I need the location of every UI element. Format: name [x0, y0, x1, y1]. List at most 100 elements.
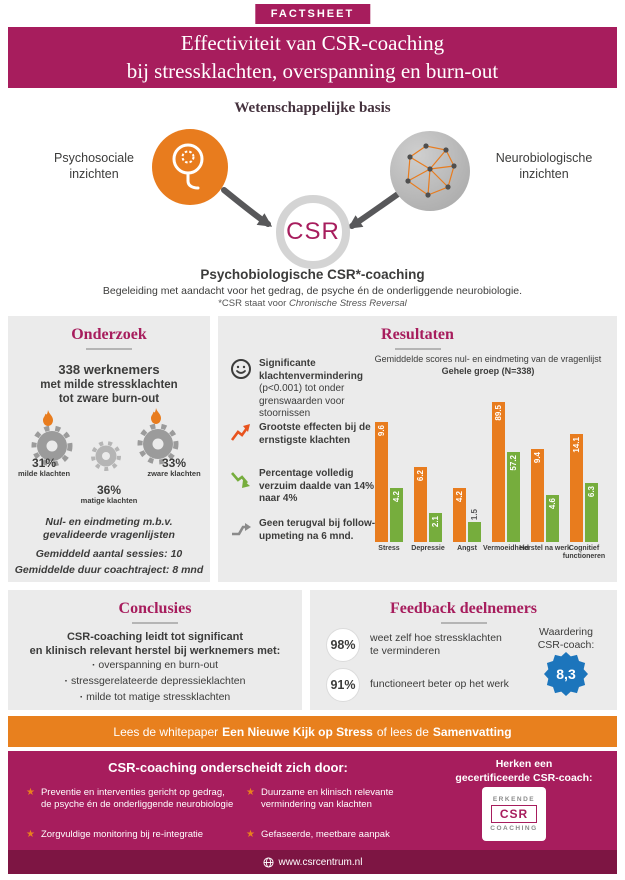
csr-circle: CSR	[276, 195, 350, 269]
bar-category-label: Stress	[378, 545, 400, 552]
bar-value-label: 14.1	[572, 437, 581, 453]
bar-chart: 9.6 4.2 Stress 6.2 2.1 Depressie 4.2 1.5 Angst 89…	[374, 392, 605, 560]
list-item: overspanning en burn-out	[8, 658, 302, 674]
list-item: milde tot matige stressklachten	[8, 690, 302, 706]
bar-nulmeting: 14.1	[570, 434, 583, 542]
bar-group: 9.6 4.2 Stress	[374, 392, 404, 552]
bar-group: 9.4 4.6 Herstel na werk	[519, 392, 571, 552]
footer-bullet: ★ Zorgvuldige monitoring bij re-integrat…	[26, 829, 204, 840]
bar-group: 4.2 1.5 Angst	[452, 392, 482, 552]
list-item: stressgerelateerde depressieklachten	[8, 674, 302, 690]
smiley-icon	[231, 359, 251, 379]
onderzoek-panel: Onderzoek 338 werknemers met milde stres…	[8, 316, 210, 582]
star-icon: ★	[246, 787, 255, 798]
conclusies-lead: CSR-coaching leidt tot significant en kl…	[29, 631, 281, 658]
conclusies-title: Conclusies	[118, 600, 192, 617]
psychosocial-label: Psychosociale inzichten	[54, 151, 134, 182]
bar-group: 89.5 57.2 Vermoeidheid	[483, 392, 529, 552]
rating-seal: 8,3	[544, 652, 588, 696]
bar-value-label: 4.2	[455, 491, 464, 503]
footer: CSR-coaching onderscheidt zich door: Her…	[8, 751, 617, 850]
star-icon: ★	[26, 787, 35, 798]
bar-value-label: 4.2	[392, 491, 401, 503]
bar-group: 14.1 6.3 Cognitief functioneren	[563, 392, 605, 560]
feedback-item: 91% functioneert beter op het werk	[326, 668, 510, 702]
duration-line: Gemiddelde duur coachtraject: 8 mnd	[14, 564, 204, 576]
science-footnote: *CSR staat voor Chronische Stress Revers…	[218, 298, 407, 309]
certified-coach-badge: ERKENDE CSR COACHING	[482, 787, 546, 841]
footer-bullet: ★ Gefaseerde, meetbare aanpak	[246, 829, 390, 840]
result-item-effects: Grootste effecten bij de ernstigste klac…	[230, 422, 380, 447]
header-band: Effectiviteit van CSR-coaching bij stres…	[8, 27, 617, 88]
bar-eindmeting: 2.1	[429, 513, 442, 542]
percentage-badge: 91%	[326, 668, 360, 702]
neurobiological-label: Neurobiologische inzichten	[495, 151, 593, 182]
bar-nulmeting: 89.5	[492, 402, 505, 542]
rating-value: 8,3	[556, 666, 576, 682]
bar-value-label: 9.4	[533, 452, 542, 464]
bar-nulmeting: 6.2	[414, 467, 427, 542]
participants-count: 338 werknemers	[58, 362, 160, 377]
result-item-verzuim: Percentage volledig verzuim daalde van 1…	[230, 468, 380, 506]
stat-severe: 33% zware klachten	[147, 456, 201, 478]
starburst-icon	[544, 652, 588, 696]
science-subtitle: Psychobiologische CSR*-coaching	[200, 267, 425, 282]
result-item-no-relapse: Geen terugval bij follow-upmeting na 6 m…	[230, 518, 380, 543]
head-gears-icon	[172, 143, 204, 190]
bar-nulmeting: 4.2	[453, 488, 466, 542]
title-rule	[440, 622, 487, 624]
whitepaper-banner: Lees de whitepaper Een Nieuwe Kijk op St…	[8, 716, 617, 747]
science-description: Begeleiding met aandacht voor het gedrag…	[102, 285, 523, 297]
chart-title: Gemiddelde scores nul- en eindmeting van…	[374, 354, 602, 364]
flow-arrows	[221, 187, 401, 229]
rating-label: Waardering CSR-coach:	[537, 626, 595, 652]
conclusies-panel: Conclusies CSR-coaching leidt tot signif…	[8, 590, 302, 710]
title-rule	[394, 348, 441, 350]
bar-category-label: Angst	[457, 545, 477, 552]
chart-subtitle: Gehele groep (N=338)	[441, 366, 535, 376]
footer-bullet: ★ Preventie en interventies gericht op g…	[26, 787, 234, 811]
bar-value-label: 6.3	[587, 486, 596, 498]
page-title: Effectiviteit van CSR-coaching bij stres…	[127, 30, 499, 85]
arrow-up-icon	[230, 424, 250, 441]
website-bar: www.csrcentrum.nl	[8, 850, 617, 874]
gears-flames-icon	[31, 408, 179, 471]
footer-heading: CSR-coaching onderscheidt zich door:	[108, 760, 348, 775]
science-title: Wetenschappelijke basis	[234, 100, 391, 116]
bar-category-label: Cognitief functioneren	[562, 545, 606, 561]
network-icon	[405, 143, 457, 198]
samenvatting-link[interactable]: Samenvatting	[432, 724, 512, 739]
conclusies-list: overspanning en burn-out stressgerelatee…	[8, 658, 302, 705]
stat-mild: 31% milde klachten	[17, 456, 71, 478]
bar-eindmeting: 4.2	[390, 488, 403, 542]
bar-nulmeting: 9.4	[531, 449, 544, 542]
feedback-item: 98% weet zelf hoe stressklachten te verm…	[326, 628, 510, 662]
science-section: Wetenschappelijke basis Psychosociale in…	[0, 88, 625, 314]
globe-icon	[263, 856, 274, 868]
bar-eindmeting: 57.2	[507, 452, 520, 542]
bar-value-label: 57.2	[509, 455, 518, 471]
bar-eindmeting	[468, 522, 481, 542]
neuro-network-icon	[390, 131, 470, 211]
bar-value-label: 6.2	[416, 470, 425, 482]
sessions-line: Gemiddeld aantal sessies: 10	[35, 548, 183, 560]
whitepaper-link[interactable]: Een Nieuwe Kijk op Stress	[222, 724, 373, 739]
footer-bullet: ★ Duurzame en klinisch relevante vermind…	[246, 787, 394, 811]
star-icon: ★	[26, 829, 35, 840]
resultaten-panel: Resultaten Significante klachtenverminde…	[218, 316, 617, 582]
bar-category-label: Depressie	[411, 545, 445, 552]
bar-category-label: Vermoeidheid	[483, 545, 529, 552]
bar-eindmeting: 4.6	[546, 495, 559, 542]
no-relapse-icon	[232, 523, 251, 536]
onderzoek-title: Onderzoek	[71, 326, 147, 343]
page-title-line2: bij stressklachten, overspanning en burn…	[126, 58, 499, 83]
bar-value-label: 2.1	[431, 516, 440, 528]
feedback-panel: Feedback deelnemers 98% weet zelf hoe st…	[310, 590, 617, 710]
website-link[interactable]: www.csrcentrum.nl	[278, 856, 363, 868]
percentage-badge: 98%	[326, 628, 360, 662]
stat-moderate: 36% matige klachten	[80, 483, 138, 505]
arrow-down-icon	[231, 472, 250, 488]
bar-eindmeting: 6.3	[585, 483, 598, 542]
page-title-line1: Effectiviteit van CSR-coaching	[180, 31, 445, 56]
